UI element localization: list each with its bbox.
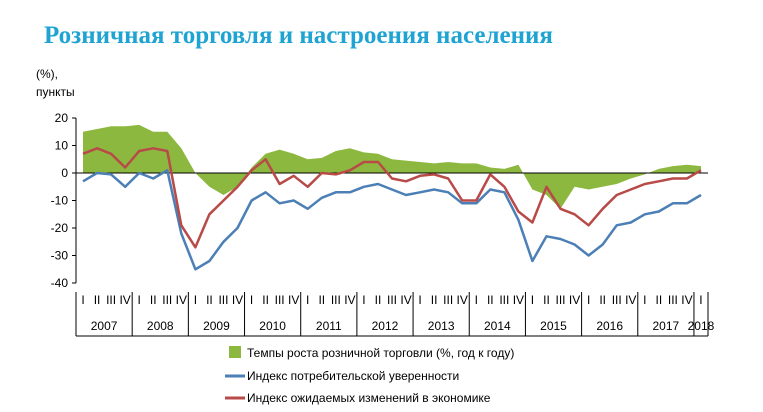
x-year-label: 2017: [653, 319, 680, 333]
y-tick-label: 10: [55, 139, 69, 153]
x-quarter-label: III: [443, 293, 453, 307]
x-quarter-label: II: [318, 293, 325, 307]
x-quarter-label: II: [431, 293, 438, 307]
x-quarter-label: IV: [681, 293, 692, 307]
x-quarter-label: IV: [457, 293, 468, 307]
x-year-label: 2007: [91, 319, 118, 333]
x-quarter-label: IV: [513, 293, 524, 307]
x-quarter-label: III: [612, 293, 622, 307]
x-quarter-label: III: [106, 293, 116, 307]
x-quarter-label: I: [362, 293, 365, 307]
x-year-label: 2009: [203, 319, 230, 333]
x-quarter-label: II: [262, 293, 269, 307]
x-quarter-label: III: [218, 293, 228, 307]
x-quarter-label: III: [275, 293, 285, 307]
x-quarter-label: II: [656, 293, 663, 307]
x-quarter-label: II: [375, 293, 382, 307]
x-quarter-label: I: [531, 293, 534, 307]
x-quarter-label: I: [306, 293, 309, 307]
x-quarter-label: II: [150, 293, 157, 307]
legend-label-confidence: Индекс потребительской уверенности: [247, 369, 459, 383]
x-quarter-label: IV: [400, 293, 411, 307]
x-year-label: 2015: [540, 319, 567, 333]
x-quarter-label: I: [418, 293, 421, 307]
x-quarter-label: II: [206, 293, 213, 307]
x-quarter-label: I: [699, 293, 702, 307]
y-tick-label: -20: [51, 221, 69, 235]
x-quarter-label: I: [475, 293, 478, 307]
x-quarter-label: IV: [232, 293, 243, 307]
series-line-expectations: [82, 147, 702, 249]
x-year-label: 2016: [596, 319, 623, 333]
x-quarter-label: III: [162, 293, 172, 307]
y-tick-label: 20: [55, 111, 69, 125]
x-year-label: 2012: [372, 319, 399, 333]
x-quarter-label: IV: [176, 293, 187, 307]
legend-label-retail: Темпы роста розничной торговли (%, год к…: [247, 346, 514, 360]
x-year-label: 2013: [428, 319, 455, 333]
x-quarter-label: II: [487, 293, 494, 307]
x-quarter-label: IV: [288, 293, 299, 307]
x-year-label: 2010: [259, 319, 286, 333]
legend-label-expectations: Индекс ожидаемых изменений в экономике: [247, 391, 491, 405]
x-quarter-label: II: [599, 293, 606, 307]
x-quarter-label: I: [194, 293, 197, 307]
x-quarter-label: I: [138, 293, 141, 307]
y-tick-label: -40: [51, 276, 69, 290]
x-quarter-label: III: [668, 293, 678, 307]
x-quarter-label: I: [81, 293, 84, 307]
x-quarter-label: III: [556, 293, 566, 307]
y-tick-label: -10: [51, 194, 69, 208]
x-quarter-label: I: [643, 293, 646, 307]
x-quarter-label: I: [250, 293, 253, 307]
x-quarter-label: IV: [569, 293, 580, 307]
x-quarter-label: III: [331, 293, 341, 307]
chart-title: Розничная торговля и настроения населени…: [44, 22, 553, 49]
x-year-label: 2014: [484, 319, 511, 333]
x-quarter-label: IV: [344, 293, 355, 307]
series-line-confidence: [82, 169, 702, 271]
x-quarter-label: III: [387, 293, 397, 307]
y-axis-label-line2: пункты: [36, 85, 75, 99]
x-quarter-label: III: [499, 293, 509, 307]
y-tick-label: 0: [61, 166, 68, 180]
y-axis-label-line1: (%),: [36, 67, 58, 81]
y-tick-label: -30: [51, 249, 69, 263]
x-year-label: 2008: [147, 319, 174, 333]
legend: Темпы роста розничной торговли (%, год к…: [225, 346, 514, 405]
x-quarter-label: IV: [119, 293, 130, 307]
x-quarter-label: II: [94, 293, 101, 307]
x-quarter-label: IV: [625, 293, 636, 307]
x-year-label: 2011: [316, 319, 342, 333]
legend-swatch-retail: [229, 346, 241, 358]
x-quarter-label: I: [587, 293, 590, 307]
x-quarter-label: II: [543, 293, 550, 307]
x-year-label: 2018: [688, 319, 715, 333]
